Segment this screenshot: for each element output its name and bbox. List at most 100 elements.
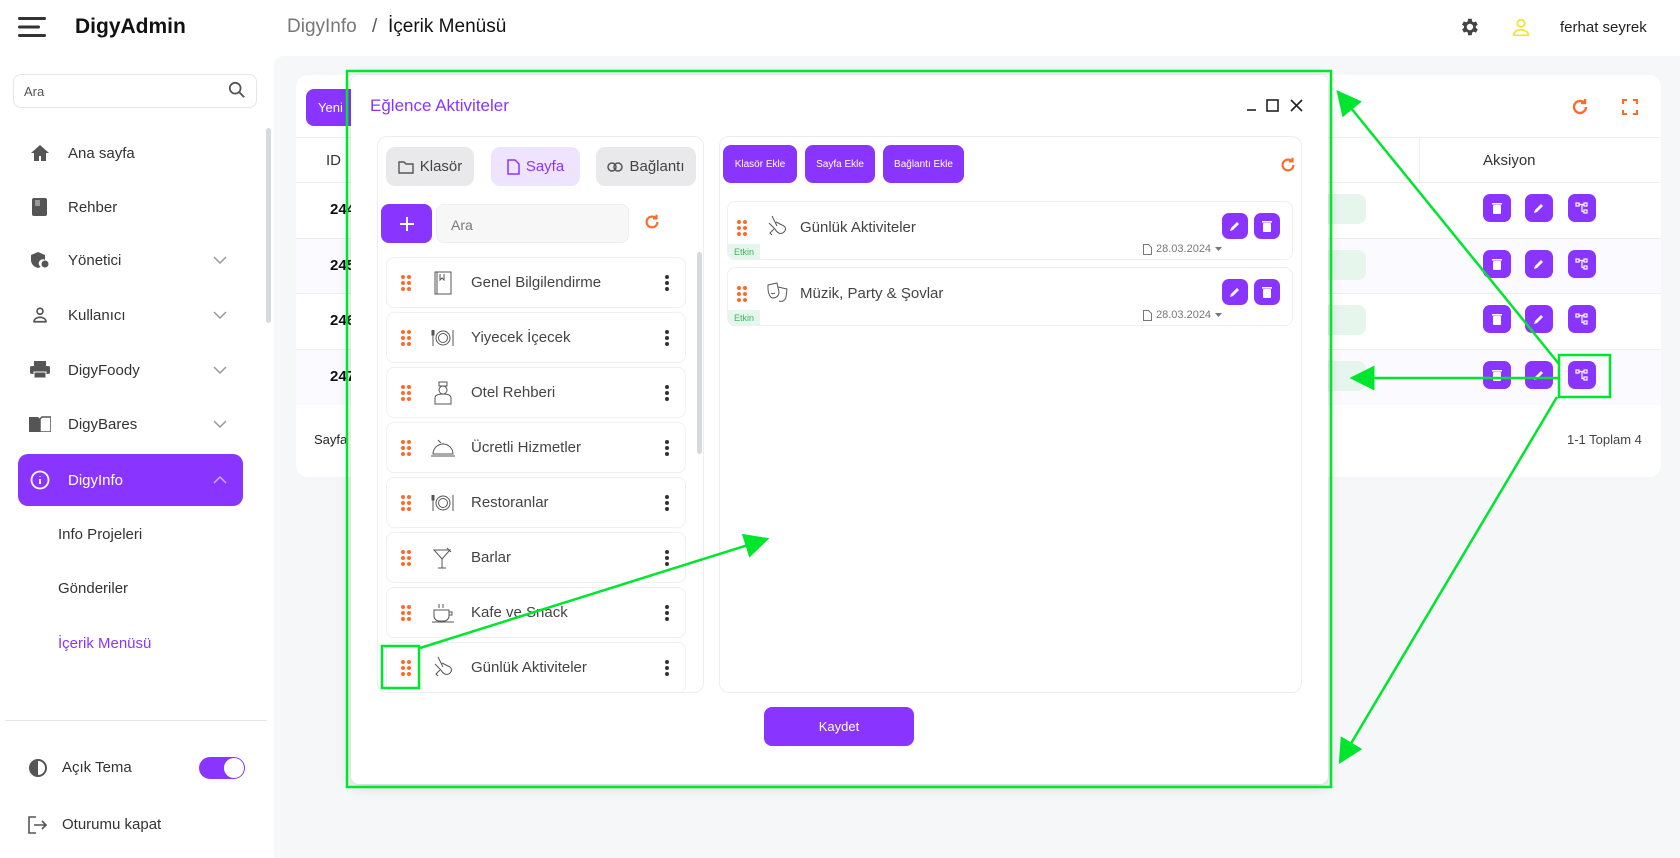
edit-button[interactable] bbox=[1525, 360, 1553, 389]
list-item[interactable]: Barlar bbox=[386, 532, 686, 583]
drag-handle-icon[interactable] bbox=[387, 329, 425, 346]
file-icon bbox=[1143, 309, 1152, 321]
add-folder-button[interactable]: Klasör Ekle bbox=[723, 145, 797, 183]
tab-baglanti[interactable]: Bağlantı bbox=[596, 147, 696, 186]
cloche-icon bbox=[425, 438, 461, 458]
trash-icon bbox=[1492, 313, 1502, 325]
column-header-id: ID bbox=[326, 152, 341, 169]
chevron-down-icon bbox=[213, 420, 243, 428]
drag-handle-icon[interactable] bbox=[387, 439, 425, 456]
drag-handle-icon[interactable] bbox=[387, 604, 425, 621]
pencil-icon bbox=[1533, 258, 1545, 270]
drag-handle-icon[interactable] bbox=[737, 220, 747, 236]
list-item[interactable]: Yiyecek İçecek bbox=[386, 312, 686, 363]
content-structure-button[interactable] bbox=[1568, 305, 1596, 333]
close-button[interactable] bbox=[1290, 99, 1303, 112]
edit-button[interactable] bbox=[1525, 249, 1553, 278]
sidebar-item-digyfoody[interactable]: DigyFoody bbox=[18, 345, 243, 395]
menu-icon[interactable] bbox=[18, 16, 46, 38]
list-item[interactable]: Kafe ve Snack bbox=[386, 587, 686, 638]
tab-klasor[interactable]: Klasör bbox=[386, 147, 474, 186]
chevron-down-icon bbox=[213, 256, 243, 264]
list-item[interactable]: Otel Rehberi bbox=[386, 367, 686, 418]
sidebar-subitem-icerik-menusu[interactable]: İçerik Menüsü bbox=[58, 635, 152, 652]
add-page-button[interactable] bbox=[381, 204, 432, 243]
drag-handle-icon[interactable] bbox=[387, 274, 425, 291]
fullscreen-icon[interactable] bbox=[1622, 99, 1638, 115]
edit-button[interactable] bbox=[1525, 194, 1553, 222]
delete-button[interactable] bbox=[1483, 305, 1511, 333]
trash-icon bbox=[1262, 220, 1272, 232]
content-structure-button[interactable] bbox=[1568, 249, 1596, 278]
more-vertical-icon[interactable] bbox=[649, 549, 685, 566]
save-button[interactable]: Kaydet bbox=[764, 707, 914, 746]
refresh-icon[interactable] bbox=[643, 213, 661, 231]
user-name[interactable]: ferhat seyrek bbox=[1560, 19, 1647, 36]
delete-button[interactable] bbox=[1483, 360, 1511, 389]
more-vertical-icon[interactable] bbox=[649, 274, 685, 291]
user-icon[interactable] bbox=[1510, 16, 1532, 38]
more-vertical-icon[interactable] bbox=[649, 439, 685, 456]
list-item[interactable]: Restoranlar bbox=[386, 477, 686, 528]
breadcrumb-digyinfo[interactable]: DigyInfo bbox=[287, 16, 357, 37]
sidebar-scrollbar[interactable] bbox=[266, 128, 271, 323]
search-icon[interactable] bbox=[228, 81, 246, 99]
theme-toggle[interactable] bbox=[199, 757, 245, 779]
more-vertical-icon[interactable] bbox=[649, 329, 685, 346]
edit-button[interactable] bbox=[1222, 213, 1248, 239]
sidebar-item-rehber[interactable]: Rehber bbox=[18, 182, 243, 232]
drag-handle-icon[interactable] bbox=[387, 494, 425, 511]
drag-handle-icon[interactable] bbox=[387, 659, 425, 676]
list-scrollbar[interactable] bbox=[697, 252, 702, 454]
refresh-icon[interactable] bbox=[1279, 156, 1297, 174]
edit-button[interactable] bbox=[1222, 279, 1248, 305]
list-item[interactable]: Genel Bilgilendirme bbox=[386, 257, 686, 308]
date-dropdown[interactable]: 28.03.2024 bbox=[1143, 243, 1223, 255]
drag-handle-icon[interactable] bbox=[737, 286, 747, 302]
list-item[interactable]: Günlük Aktiviteler bbox=[386, 642, 686, 693]
content-structure-button[interactable] bbox=[1568, 194, 1596, 222]
file-icon bbox=[1143, 243, 1152, 255]
sidebar-item-digybares[interactable]: DigyBares bbox=[18, 399, 243, 449]
more-vertical-icon[interactable] bbox=[649, 604, 685, 621]
modal-title: Eğlence Aktiviteler bbox=[370, 96, 509, 115]
content-structure-button[interactable] bbox=[1568, 360, 1596, 389]
plate-cutlery-icon bbox=[425, 329, 461, 347]
list-item[interactable]: Ücretli Hizmetler bbox=[386, 422, 686, 473]
menu-structure-item[interactable]: Günlük Aktiviteler Etkin 28.03.2024 bbox=[727, 201, 1293, 260]
drag-handle-icon[interactable] bbox=[387, 549, 425, 566]
sidebar-subitem-info-projeleri[interactable]: Info Projeleri bbox=[58, 526, 143, 543]
more-vertical-icon[interactable] bbox=[649, 494, 685, 511]
printer-icon bbox=[20, 361, 60, 379]
menu-structure-item[interactable]: Müzik, Party & Şovlar Etkin 28.03.2024 bbox=[727, 267, 1293, 326]
refresh-icon[interactable] bbox=[1570, 97, 1590, 117]
cocktail-icon bbox=[425, 547, 461, 569]
date-dropdown[interactable]: 28.03.2024 bbox=[1143, 309, 1223, 321]
delete-button[interactable] bbox=[1254, 213, 1280, 239]
add-link-button[interactable]: Bağlantı Ekle bbox=[883, 145, 964, 183]
logout-button[interactable]: Oturumu kapat bbox=[62, 816, 162, 833]
gear-icon[interactable] bbox=[1458, 16, 1480, 38]
sitemap-icon bbox=[1575, 368, 1589, 381]
delete-button[interactable] bbox=[1254, 279, 1280, 305]
more-vertical-icon[interactable] bbox=[649, 659, 685, 676]
trash-icon bbox=[1492, 258, 1502, 270]
maximize-button[interactable] bbox=[1266, 99, 1279, 112]
tab-sayfa[interactable]: Sayfa bbox=[491, 147, 580, 186]
minimize-button[interactable] bbox=[1246, 100, 1258, 112]
sidebar-item-digyinfo[interactable]: DigyInfo bbox=[18, 454, 243, 506]
edit-button[interactable] bbox=[1525, 305, 1553, 333]
pagination-label: Sayfa bbox=[314, 432, 348, 447]
delete-button[interactable] bbox=[1483, 249, 1511, 278]
sidebar-item-kullanici[interactable]: Kullanıcı bbox=[18, 290, 243, 340]
more-vertical-icon[interactable] bbox=[649, 384, 685, 401]
delete-button[interactable] bbox=[1483, 194, 1511, 222]
drag-handle-icon[interactable] bbox=[387, 384, 425, 401]
sidebar-search-input[interactable]: Ara bbox=[13, 74, 257, 108]
sidebar-subitem-gonderiler[interactable]: Gönderiler bbox=[58, 580, 129, 597]
add-page-button[interactable]: Sayfa Ekle bbox=[805, 145, 875, 183]
page-search-input[interactable]: Ara bbox=[436, 204, 629, 243]
sidebar-item-yonetici[interactable]: Yönetici bbox=[18, 235, 243, 285]
breadcrumb-separator: / bbox=[372, 16, 378, 37]
sidebar-item-ana-sayfa[interactable]: Ana sayfa bbox=[18, 128, 243, 178]
